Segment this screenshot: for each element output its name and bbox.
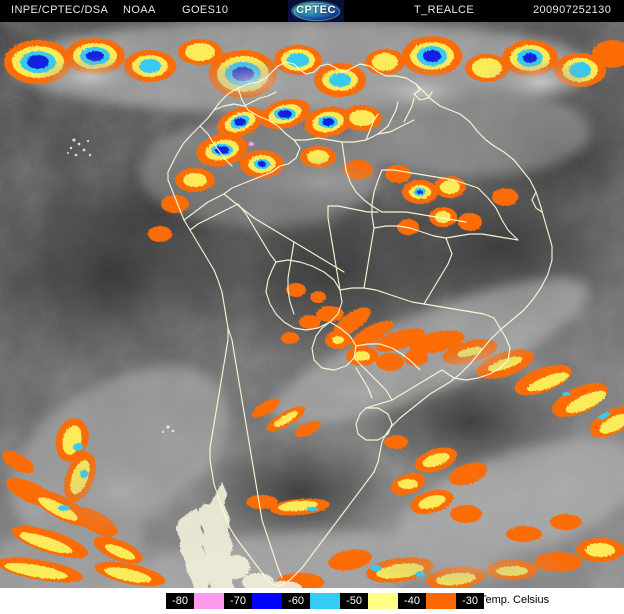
legend-swatch-7 [368, 593, 398, 609]
header-institute-label: INPE/CPTEC/DSA [11, 4, 109, 16]
image-header-bar: INPE/CPTEC/DSA NOAA GOES10 T_REALCE 2009… [0, 0, 624, 22]
legend-label-minus40: -40 [398, 593, 426, 609]
satellite-image-canvas [0, 22, 624, 588]
legend-label-minus60: -60 [282, 593, 310, 609]
temperature-legend: -80 -70 -60 -50 -40 -30 Temp. Celsius [0, 588, 624, 614]
legend-label-minus30: -30 [456, 593, 484, 609]
legend-color-bar: -80 -70 -60 -50 -40 -30 [166, 593, 484, 609]
legend-swatch-1 [194, 593, 224, 609]
satellite-image-graphic [0, 22, 624, 588]
legend-swatch-9 [426, 593, 456, 609]
cptec-logo: CPTEC [288, 0, 344, 22]
legend-label-minus70: -70 [224, 593, 252, 609]
legend-label-minus50: -50 [340, 593, 368, 609]
header-timestamp-label: 200907252130 [533, 4, 612, 16]
cptec-logo-ring-icon [294, 3, 340, 21]
cptec-logo-text: CPTEC [296, 4, 336, 16]
header-satellite-family-label: NOAA [123, 4, 156, 16]
legend-caption: Temp. Celsius [480, 594, 550, 606]
legend-swatch-5 [310, 593, 340, 609]
legend-swatch-3 [252, 593, 282, 609]
header-product-label: T_REALCE [414, 4, 475, 16]
legend-label-minus80: -80 [166, 593, 194, 609]
header-satellite-label: GOES10 [182, 4, 229, 16]
